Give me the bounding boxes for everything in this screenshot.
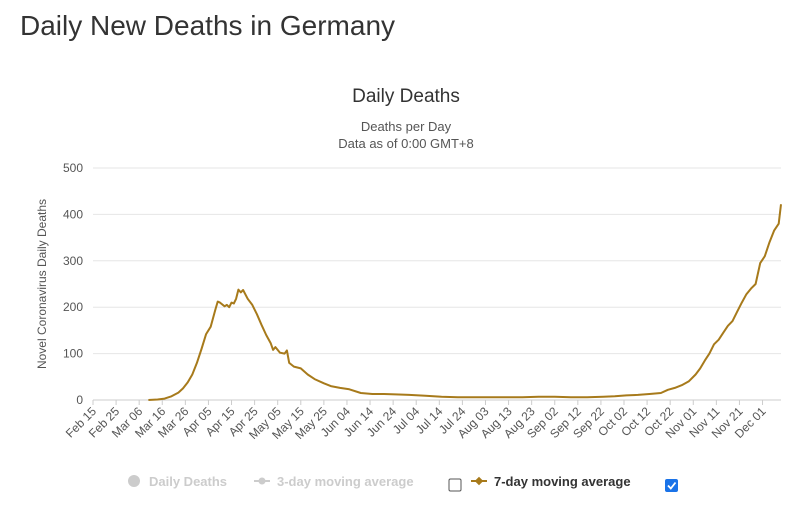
legend: Daily Deaths 3-day moving average 7-day …	[128, 474, 678, 492]
grid-lines	[93, 167, 781, 401]
y-tick-label: 500	[63, 161, 83, 175]
y-tick-label: 200	[63, 300, 83, 314]
y-tick-label: 100	[63, 347, 83, 361]
y-tick-label: 400	[63, 207, 83, 221]
legend-checkbox-7-day[interactable]	[665, 479, 678, 492]
y-ticks: 0 100 200 300 400 500	[63, 161, 83, 407]
series-line-7-day-average	[148, 204, 782, 401]
check-mark-icon	[667, 481, 677, 490]
legend-label: 7-day moving average	[494, 474, 631, 489]
legend-checkbox-3-day[interactable]	[448, 478, 462, 492]
page-title: Daily New Deaths in Germany	[20, 10, 396, 41]
y-tick-label: 0	[76, 393, 83, 407]
chart-title: Daily Deaths	[352, 86, 460, 107]
legend-item-3-day-average[interactable]: 3-day moving average	[254, 474, 414, 489]
circle-icon	[128, 475, 140, 487]
chart-subtitle-line-1: Deaths per Day	[361, 119, 452, 134]
legend-item-daily-deaths[interactable]: Daily Deaths	[128, 474, 227, 489]
checkbox-checked-icon	[665, 479, 678, 492]
chart-subtitle-line-2: Data as of 0:00 GMT+8	[338, 136, 473, 151]
line-diamond-marker	[474, 476, 484, 486]
line-dot-marker	[258, 477, 266, 485]
y-axis-label: Novel Coronavirus Daily Deaths	[35, 199, 49, 369]
legend-label: Daily Deaths	[149, 474, 227, 489]
legend-label: 3-day moving average	[277, 474, 414, 489]
legend-item-7-day-average[interactable]: 7-day moving average	[471, 474, 631, 489]
series-layer	[148, 204, 782, 401]
y-tick-label: 300	[63, 254, 83, 268]
